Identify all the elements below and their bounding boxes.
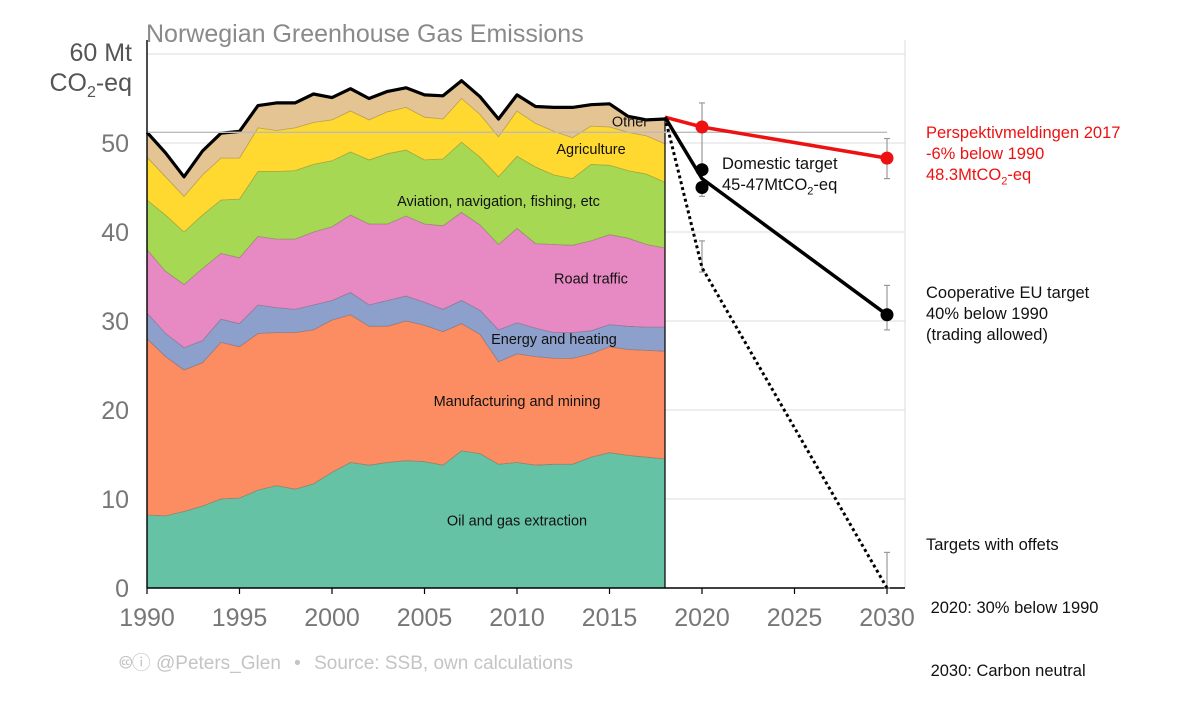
domestic-target-marker (695, 181, 709, 194)
y-unit-label: 60 Mt CO2-eq (38, 38, 132, 108)
chart-root: Oil and gas extraction Manufacturing and … (38, 20, 1120, 680)
area-manufacturing (147, 314, 665, 516)
perspektiv-line3: 48.3MtCO2-eq (926, 165, 1120, 192)
offsets-annotation: Targets with offets 2020: 30% below 1990… (926, 493, 1098, 724)
series-label: Road traffic (554, 271, 628, 287)
y-unit-line2: CO2-eq (38, 68, 132, 108)
x-tick-label: 2020 (674, 604, 730, 632)
offsets-line2: 2020: 30% below 1990 (926, 599, 1099, 617)
y-unit-co: CO (49, 69, 87, 97)
area-oil_gas (147, 450, 665, 588)
offsets-line1: Targets with offets (926, 536, 1059, 554)
domestic-target-sub: 2 (807, 185, 814, 198)
layer-boundary (146, 141, 666, 233)
domestic-target-annotation: Domestic target 45-47MtCO2-eq (722, 154, 838, 202)
x-tick-label: 1995 (212, 604, 268, 632)
area-road (147, 212, 665, 348)
series-label: Oil and gas extraction (447, 513, 587, 529)
domestic-target-line2: 45-47MtCO2-eq (722, 175, 838, 202)
offsets-line3: 2030: Carbon neutral (926, 662, 1086, 680)
domestic-target-line1: Domestic target (722, 155, 838, 173)
series-label: Aviation, navigation, fishing, etc (397, 194, 600, 210)
x-tick-label: 1990 (119, 604, 175, 632)
projection-marker (880, 308, 894, 322)
perspektiv-line1: Perspektivmeldingen 2017 (926, 124, 1121, 142)
y-tick-label: 20 (101, 397, 129, 425)
y-tick-label: 50 (101, 130, 129, 158)
projection-black-solid (663, 116, 889, 317)
y-unit-sub: 2 (86, 84, 96, 101)
series-label: Agriculture (556, 142, 625, 158)
footer-separator: • (294, 653, 301, 674)
eu-target-line3: (trading allowed) (926, 326, 1048, 344)
x-tick-label: 2010 (489, 604, 545, 632)
layer-boundary (146, 450, 666, 517)
series-label: Other (612, 115, 648, 131)
layer-boundary (146, 211, 666, 286)
projection-marker (880, 151, 894, 165)
footer: 🅭ⓘ @Peters_Glen • Source: SSB, own calcu… (120, 648, 573, 675)
domestic-target-marker (695, 163, 709, 177)
area-other (147, 80, 665, 197)
series-label: Manufacturing and mining (434, 394, 601, 410)
series-label: Energy and heating (491, 332, 617, 348)
area-aviation (147, 142, 665, 285)
projection-marker (695, 120, 709, 134)
y-unit-line1: 60 Mt (69, 39, 132, 67)
y-tick-label: 10 (101, 486, 129, 514)
x-tick-label: 2030 (859, 604, 915, 632)
y-unit-tail: -eq (95, 69, 132, 97)
layer-boundary (146, 314, 666, 371)
layer-boundary (146, 97, 666, 197)
perspektiv-line2: -6% below 1990 (926, 145, 1045, 163)
emissions-chart: Oil and gas extraction Manufacturing and … (101, 40, 915, 632)
perspektiv-sub: 2 (1001, 175, 1008, 188)
chart-title: Norwegian Greenhouse Gas Emissions (146, 20, 584, 48)
eu-target-annotation: Cooperative EU target 40% below 1990 (tr… (926, 283, 1089, 346)
perspektiv-value: 48.3MtCO (926, 166, 1002, 184)
eu-target-line2: 40% below 1990 (926, 305, 1049, 323)
x-tick-label: 2000 (304, 604, 360, 632)
y-tick-label: 40 (101, 219, 129, 247)
domestic-target-value: 45-47MtCO (722, 176, 808, 194)
x-tick-label: 2005 (397, 604, 453, 632)
perspektiv-annotation: Perspektivmeldingen 2017 -6% below 1990 … (926, 123, 1120, 192)
eu-target-line1: Cooperative EU target (926, 284, 1090, 302)
perspektiv-suffix: -eq (1007, 166, 1032, 184)
x-tick-label: 2015 (582, 604, 638, 632)
x-tick-label: 2025 (767, 604, 823, 632)
y-tick-label: 30 (101, 308, 129, 336)
layer-boundary (146, 292, 665, 349)
footer-handle: @Peters_Glen (155, 653, 281, 674)
license-icon: 🅭ⓘ (120, 653, 151, 674)
footer-source: Source: SSB, own calculations (314, 653, 573, 674)
y-tick-label: 0 (115, 575, 129, 603)
area-energy (147, 292, 665, 370)
domestic-target-suffix: -eq (813, 176, 838, 194)
